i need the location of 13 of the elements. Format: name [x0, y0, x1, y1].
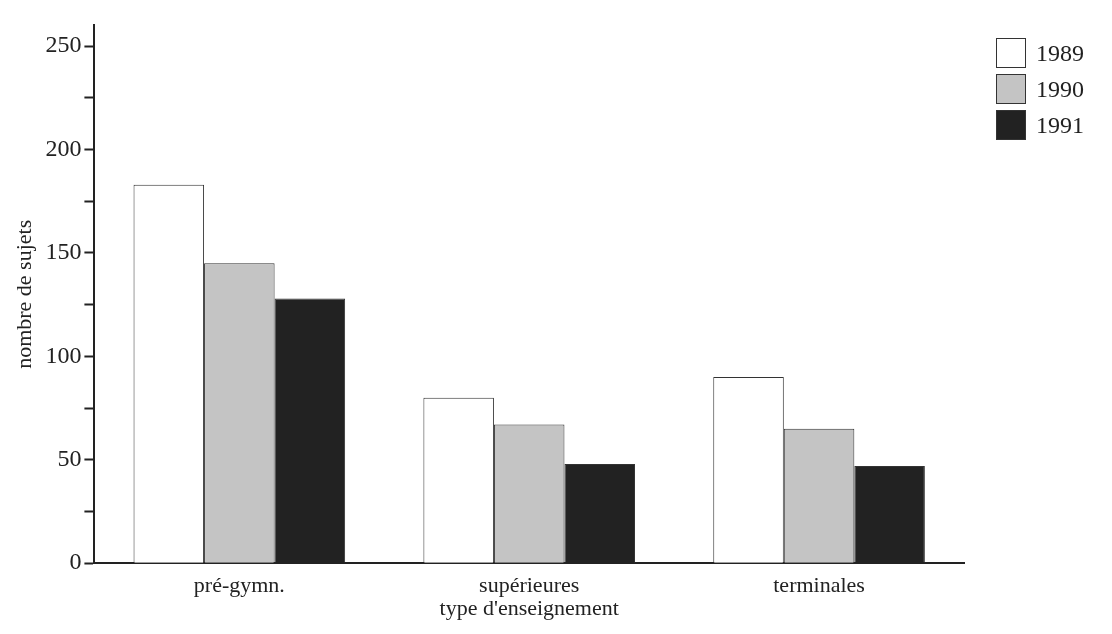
- y-tick-label: 0: [69, 548, 82, 575]
- x-tick-label: supérieures: [479, 572, 580, 598]
- legend-label: 1990: [1036, 75, 1084, 103]
- y-tick-label: 50: [57, 445, 82, 472]
- y-tick-label: 100: [45, 341, 82, 368]
- y-tick-label: 150: [45, 238, 82, 265]
- legend-label: 1991: [1036, 111, 1084, 139]
- text: 1989: [1036, 39, 1084, 67]
- x-tick-label: terminales: [773, 572, 865, 598]
- x-tick-label: pré-gymn.: [193, 572, 285, 598]
- y-tick-label: 250: [45, 31, 82, 58]
- y-axis-title: nombre de sujets: [10, 219, 36, 369]
- y-tick-label: 200: [45, 134, 82, 161]
